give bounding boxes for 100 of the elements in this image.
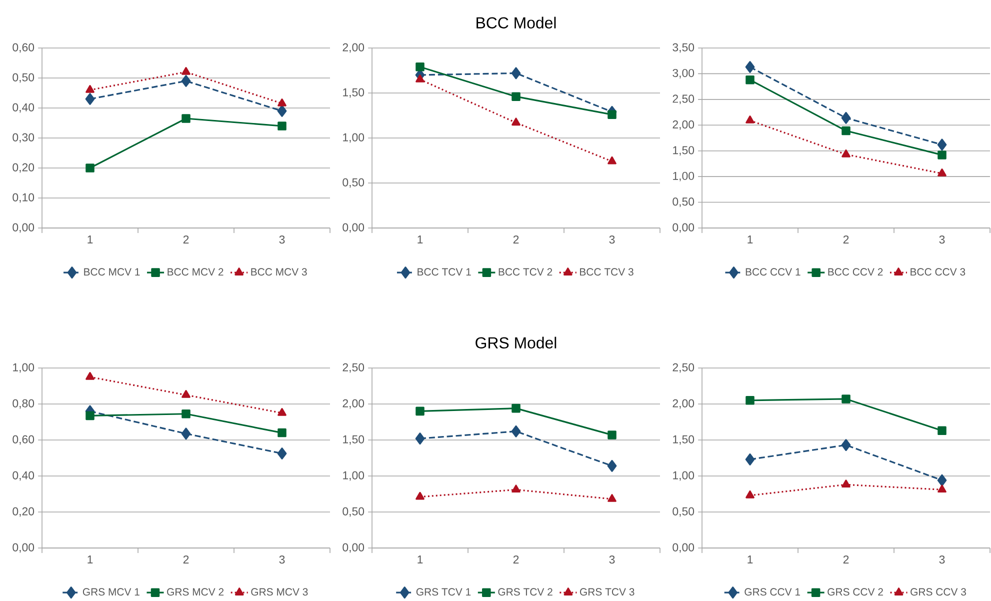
y-tick-label: 2,00	[342, 399, 364, 409]
point	[86, 411, 94, 420]
y-tick-label: 0,40	[12, 471, 34, 481]
x-tick-label: 2	[843, 236, 849, 244]
y-tick-label: 0,00	[672, 543, 694, 553]
x-tick-label: 1	[88, 236, 93, 244]
point	[746, 396, 754, 405]
y-tick-label: 0,00	[342, 223, 364, 233]
point	[415, 432, 425, 445]
y-tick-label: 1,00	[343, 133, 364, 143]
point	[86, 372, 94, 380]
point	[938, 484, 946, 493]
point	[842, 149, 850, 158]
point	[938, 168, 946, 176]
y-tick-label: 0,10	[12, 193, 34, 203]
y-tick-label: 1,50	[343, 88, 364, 98]
point	[745, 453, 755, 466]
y-tick-label: 0,20	[12, 507, 34, 517]
y-tick-label: 0,00	[12, 543, 34, 553]
point	[841, 112, 851, 124]
x-tick-label: 2	[843, 556, 849, 564]
point	[608, 494, 616, 502]
point	[938, 426, 946, 436]
point	[746, 116, 754, 124]
point	[182, 410, 190, 418]
point	[278, 122, 286, 130]
x-tick-label: 1	[418, 556, 423, 564]
point	[841, 439, 851, 452]
point	[512, 118, 520, 126]
legend-label: GRS TCV 3	[580, 588, 634, 596]
x-tick-label: 1	[418, 236, 423, 244]
x-tick-label: 3	[939, 236, 945, 244]
point	[416, 62, 424, 72]
point	[938, 150, 946, 160]
y-tick-label: 0,50	[12, 73, 34, 83]
point	[608, 430, 616, 440]
legend-label: BCC CCV 3	[910, 268, 966, 276]
y-tick-label: 0,50	[672, 198, 694, 208]
legend-label: BCC TCV 2	[498, 268, 552, 276]
point	[842, 394, 850, 404]
point	[608, 110, 616, 119]
y-tick-label: 1,00	[673, 471, 694, 481]
y-tick-label: 1,00	[673, 172, 694, 182]
y-tick-label: 2,50	[672, 94, 694, 104]
x-tick-label: 3	[279, 556, 285, 564]
point	[416, 492, 424, 500]
point	[511, 425, 521, 438]
chart-title: GRS Model	[476, 336, 556, 349]
point	[278, 428, 286, 438]
y-tick-label: 0,60	[12, 435, 34, 445]
x-tick-label: 2	[183, 556, 189, 564]
point	[182, 67, 190, 75]
point	[181, 75, 191, 87]
x-tick-label: 2	[513, 236, 519, 244]
legend-label: BCC CCV 1	[746, 268, 800, 276]
point	[278, 98, 286, 106]
y-tick-label: 0,80	[12, 399, 34, 409]
point	[608, 156, 616, 164]
legend-label: GRS MCV 3	[251, 588, 308, 596]
x-tick-label: 3	[939, 556, 945, 564]
point	[842, 126, 850, 136]
y-tick-label: 0,00	[672, 223, 694, 233]
x-tick-label: 3	[609, 556, 615, 564]
legend-label: BCC MCV 1	[84, 268, 140, 276]
y-tick-label: 0,40	[12, 103, 34, 113]
x-tick-label: 1	[748, 556, 753, 564]
point	[86, 85, 94, 93]
point	[937, 138, 947, 151]
point	[842, 480, 850, 488]
point	[416, 74, 424, 82]
x-tick-label: 1	[88, 556, 93, 564]
y-tick-label: 0,50	[342, 178, 364, 188]
y-tick-label: 0,00	[12, 223, 34, 233]
point	[512, 404, 520, 413]
legend-label: BCC MCV 2	[168, 268, 224, 276]
point	[512, 92, 520, 101]
point	[85, 93, 95, 105]
y-tick-label: 0,30	[12, 133, 34, 143]
point	[277, 105, 287, 117]
x-tick-label: 3	[609, 236, 615, 244]
y-tick-label: 1,00	[13, 363, 34, 373]
y-tick-label: 3,50	[672, 43, 694, 53]
legend-label: BCC TCV 3	[580, 268, 634, 276]
legend-label: GRS MCV 2	[167, 588, 224, 596]
y-tick-label: 2,00	[672, 399, 694, 409]
y-tick-label: 0,00	[342, 543, 364, 553]
point	[182, 114, 190, 123]
y-tick-label: 0,50	[342, 507, 364, 517]
legend-label: BCC TCV 1	[418, 268, 471, 276]
legend-label: GRS CCV 3	[910, 588, 966, 596]
point	[745, 61, 755, 74]
legend-label: GRS MCV 1	[82, 588, 140, 596]
y-tick-label: 0,50	[672, 507, 694, 517]
y-tick-label: 1,50	[343, 435, 364, 445]
y-tick-label: 2,00	[672, 120, 694, 130]
y-tick-label: 2,50	[342, 363, 364, 373]
point	[86, 164, 94, 172]
x-tick-label: 2	[183, 236, 189, 244]
point	[182, 390, 190, 398]
y-tick-label: 0,60	[12, 43, 34, 53]
